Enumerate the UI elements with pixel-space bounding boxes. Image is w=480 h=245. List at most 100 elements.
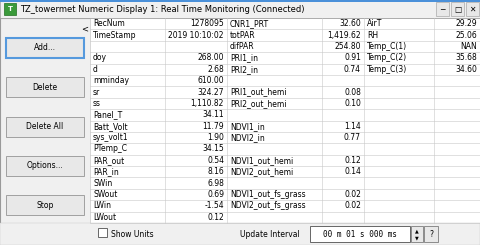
Text: LWout: LWout xyxy=(93,213,116,222)
Text: -1.54: -1.54 xyxy=(204,201,224,210)
Text: SWout: SWout xyxy=(93,190,118,199)
Text: Options...: Options... xyxy=(26,161,63,171)
Text: Temp_C(1): Temp_C(1) xyxy=(367,42,407,51)
Text: 00 m 01 s 000 ms: 00 m 01 s 000 ms xyxy=(323,230,397,238)
Text: 0.02: 0.02 xyxy=(344,201,361,210)
Text: ▼: ▼ xyxy=(415,235,419,240)
Text: PRI2_in: PRI2_in xyxy=(230,65,258,74)
Text: sr: sr xyxy=(93,87,100,97)
Text: 32.60: 32.60 xyxy=(339,19,361,28)
Text: Update Interval: Update Interval xyxy=(240,230,300,238)
Text: Temp_C(3): Temp_C(3) xyxy=(367,65,407,74)
Text: Add...: Add... xyxy=(34,43,56,52)
Bar xyxy=(451,2,464,16)
Bar xyxy=(466,2,479,16)
Text: Batt_Volt: Batt_Volt xyxy=(93,122,128,131)
Text: 0.02: 0.02 xyxy=(344,190,361,199)
Text: 0.12: 0.12 xyxy=(207,213,224,222)
Text: 1,110.82: 1,110.82 xyxy=(191,99,224,108)
Bar xyxy=(4,3,16,15)
Text: 0.54: 0.54 xyxy=(207,156,224,165)
Text: PRI1_in: PRI1_in xyxy=(230,53,258,62)
Text: 34.60: 34.60 xyxy=(455,65,477,74)
Text: PTemp_C: PTemp_C xyxy=(93,145,127,153)
Text: 1.90: 1.90 xyxy=(207,133,224,142)
Bar xyxy=(310,226,410,242)
Text: 6.98: 6.98 xyxy=(207,179,224,188)
Bar xyxy=(424,226,438,242)
Text: 0.69: 0.69 xyxy=(207,190,224,199)
Text: NDVI2_in: NDVI2_in xyxy=(230,133,265,142)
Text: NDVI1_in: NDVI1_in xyxy=(230,122,265,131)
Text: d: d xyxy=(93,65,98,74)
Text: difPAR: difPAR xyxy=(230,42,254,51)
Text: totPAR: totPAR xyxy=(230,31,256,40)
Text: RH: RH xyxy=(367,31,378,40)
Text: ✕: ✕ xyxy=(469,4,476,13)
Text: ?: ? xyxy=(429,230,433,238)
Text: RecNum: RecNum xyxy=(93,19,125,28)
Bar xyxy=(6,195,84,215)
Text: <: < xyxy=(81,24,88,33)
Text: Temp_C(2): Temp_C(2) xyxy=(367,53,407,62)
Text: ss: ss xyxy=(93,99,101,108)
Text: NDVI1_out_hemi: NDVI1_out_hemi xyxy=(230,156,293,165)
Text: 29.29: 29.29 xyxy=(456,19,477,28)
Text: T: T xyxy=(8,6,12,12)
Text: NDVI1_out_fs_grass: NDVI1_out_fs_grass xyxy=(230,190,306,199)
Text: 0.10: 0.10 xyxy=(344,99,361,108)
Text: □: □ xyxy=(454,4,461,13)
Text: Delete All: Delete All xyxy=(26,122,64,131)
Text: 1,419.62: 1,419.62 xyxy=(327,31,361,40)
Text: TZ_towermet Numeric Display 1: Real Time Monitoring (Connected): TZ_towermet Numeric Display 1: Real Time… xyxy=(20,4,304,13)
Text: ─: ─ xyxy=(440,4,445,13)
Text: 610.00: 610.00 xyxy=(197,76,224,85)
Text: doy: doy xyxy=(93,53,107,62)
Text: 34.15: 34.15 xyxy=(202,145,224,153)
Bar xyxy=(411,226,423,242)
Bar xyxy=(0,223,480,245)
Text: NDVI2_out_hemi: NDVI2_out_hemi xyxy=(230,167,293,176)
Bar xyxy=(6,117,84,136)
Text: 268.00: 268.00 xyxy=(197,53,224,62)
Text: Show Units: Show Units xyxy=(111,230,154,238)
Bar xyxy=(6,77,84,97)
Text: SWin: SWin xyxy=(93,179,112,188)
Text: NAN: NAN xyxy=(460,42,477,51)
Bar xyxy=(90,18,480,223)
Text: ▲: ▲ xyxy=(415,228,419,233)
Text: 2.68: 2.68 xyxy=(207,65,224,74)
Text: AirT: AirT xyxy=(367,19,383,28)
Bar xyxy=(0,0,480,2)
Text: NDVI2_out_fs_grass: NDVI2_out_fs_grass xyxy=(230,201,306,210)
Bar xyxy=(98,228,107,237)
Text: PAR_out: PAR_out xyxy=(93,156,124,165)
Text: 0.74: 0.74 xyxy=(344,65,361,74)
Text: PRI1_out_hemi: PRI1_out_hemi xyxy=(230,87,287,97)
Text: PAR_in: PAR_in xyxy=(93,167,119,176)
Text: LWin: LWin xyxy=(93,201,111,210)
Text: 8.16: 8.16 xyxy=(207,167,224,176)
Text: 11.79: 11.79 xyxy=(203,122,224,131)
Text: Delete: Delete xyxy=(33,83,58,92)
Text: TimeStamp: TimeStamp xyxy=(93,31,136,40)
Text: Panel_T: Panel_T xyxy=(93,110,122,119)
Text: 2019 10:10:02: 2019 10:10:02 xyxy=(168,31,224,40)
Text: 35.68: 35.68 xyxy=(455,53,477,62)
Text: 0.14: 0.14 xyxy=(344,167,361,176)
Bar xyxy=(6,156,84,176)
Text: sys_volt1: sys_volt1 xyxy=(93,133,129,142)
Bar xyxy=(6,38,84,58)
Text: mminday: mminday xyxy=(93,76,129,85)
Text: 324.27: 324.27 xyxy=(197,87,224,97)
Text: 25.06: 25.06 xyxy=(455,31,477,40)
Text: CNR1_PRT: CNR1_PRT xyxy=(230,19,269,28)
Bar xyxy=(0,0,480,18)
Text: Stop: Stop xyxy=(36,201,54,210)
Text: 34.11: 34.11 xyxy=(203,110,224,119)
Bar xyxy=(436,2,449,16)
Text: 0.08: 0.08 xyxy=(344,87,361,97)
Text: 1278095: 1278095 xyxy=(190,19,224,28)
Text: 254.80: 254.80 xyxy=(335,42,361,51)
Text: 0.12: 0.12 xyxy=(344,156,361,165)
